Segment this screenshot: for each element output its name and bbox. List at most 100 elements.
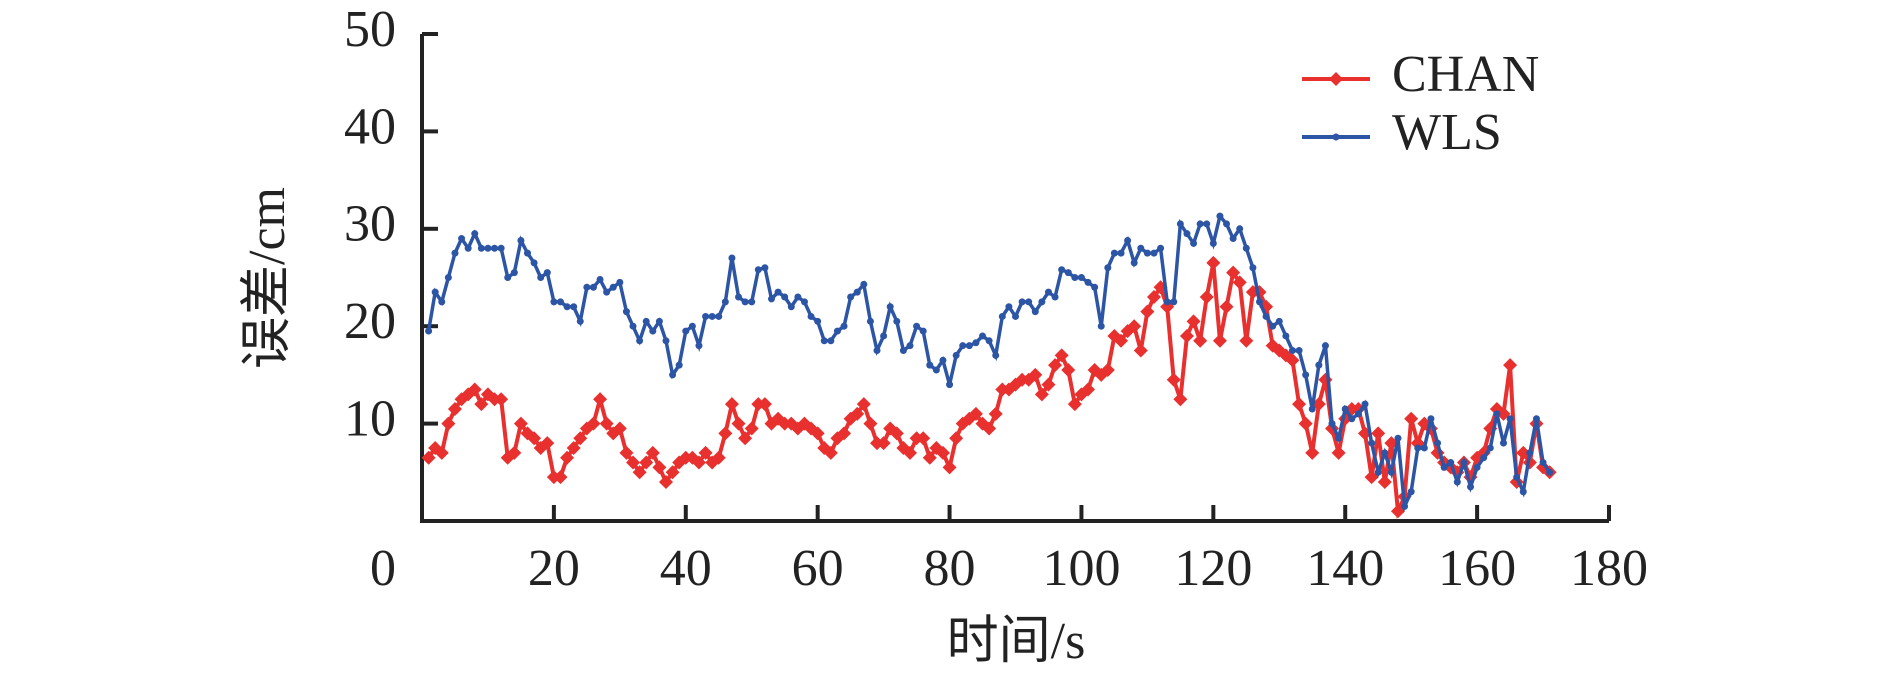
data-point: [735, 293, 743, 301]
data-point: [497, 244, 505, 252]
data-point: [1371, 426, 1386, 441]
data-point: [1292, 397, 1307, 412]
data-point: [946, 381, 954, 389]
data-point: [959, 342, 967, 350]
data-point: [622, 308, 630, 316]
data-point: [731, 416, 746, 431]
data-point: [1321, 342, 1329, 350]
data-point: [833, 327, 841, 335]
legend-label: CHAN: [1392, 46, 1539, 103]
data-point: [1493, 410, 1501, 418]
data-point: [1133, 343, 1148, 358]
data-point: [1348, 415, 1356, 423]
data-point: [814, 317, 822, 325]
data-point: [566, 440, 581, 455]
data-point: [1137, 244, 1145, 252]
data-point: [527, 431, 542, 446]
data-point: [474, 397, 489, 412]
data-point: [1146, 289, 1161, 304]
x-tick-label: 120: [1174, 540, 1252, 597]
data-point: [1084, 278, 1092, 286]
data-point: [636, 337, 644, 345]
data-point: [540, 436, 555, 451]
data-point: [599, 416, 614, 431]
data-point: [1206, 255, 1221, 270]
data-point: [1216, 212, 1224, 220]
data-point: [1130, 259, 1138, 267]
data-point: [682, 327, 690, 335]
data-point: [1110, 249, 1118, 257]
data-point: [902, 445, 917, 460]
data-point: [1193, 333, 1208, 348]
data-point: [724, 397, 739, 412]
data-point: [1236, 225, 1244, 233]
data-point: [1361, 400, 1369, 408]
data-point: [586, 416, 601, 431]
data-point: [1262, 312, 1270, 320]
data-point: [675, 361, 683, 369]
data-point: [913, 322, 921, 330]
data-point: [1341, 405, 1349, 413]
data-point: [741, 298, 749, 306]
data-point: [866, 317, 874, 325]
data-point: [517, 236, 525, 244]
data-point: [748, 298, 756, 306]
data-point: [1097, 322, 1105, 330]
data-point: [1232, 275, 1247, 290]
data-point: [774, 288, 782, 296]
y-tick-label: 20: [344, 293, 396, 350]
data-point: [1229, 235, 1237, 243]
data-point: [702, 312, 710, 320]
data-point: [1031, 308, 1039, 316]
data-point: [1532, 415, 1540, 423]
data-point: [1044, 288, 1052, 296]
data-point: [464, 244, 472, 252]
data-point: [708, 312, 716, 320]
data-point: [721, 298, 729, 306]
series-line: [426, 262, 1551, 519]
series-line: [426, 212, 1552, 514]
data-point: [1081, 382, 1096, 397]
data-point: [484, 244, 492, 252]
data-point: [1381, 449, 1389, 457]
data-point: [1242, 244, 1250, 252]
data-point: [794, 293, 802, 301]
data-point: [612, 421, 627, 436]
data-point: [698, 445, 713, 460]
data-point: [556, 298, 564, 306]
data-point: [1025, 298, 1033, 306]
legend-label: WLS: [1392, 104, 1502, 161]
data-point: [471, 230, 479, 238]
data-point: [1018, 298, 1026, 306]
data-point: [589, 283, 597, 291]
data-point: [810, 426, 825, 441]
y-axis-label: 误差/cm: [239, 187, 296, 369]
data-point: [1176, 220, 1184, 228]
data-point: [1183, 230, 1191, 238]
data-point: [922, 450, 937, 465]
data-point: [491, 244, 499, 252]
data-point: [1288, 347, 1296, 355]
x-tick-label: 60: [792, 540, 844, 597]
data-point: [1269, 322, 1277, 330]
x-tick-label: 0: [370, 540, 396, 597]
data-point: [1064, 269, 1072, 277]
data-point: [639, 455, 654, 470]
data-point: [1143, 249, 1151, 257]
data-point: [998, 312, 1006, 320]
data-point: [632, 465, 647, 480]
data-point: [1034, 387, 1049, 402]
data-point: [1374, 468, 1382, 476]
data-point: [649, 327, 657, 335]
data-point: [711, 450, 726, 465]
data-point: [1368, 439, 1376, 447]
data-point: [1179, 328, 1194, 343]
data-point: [1173, 392, 1188, 407]
data-point: [695, 342, 703, 350]
data-point: [530, 259, 538, 267]
data-point: [1157, 244, 1165, 252]
data-point: [800, 298, 808, 306]
x-tick-label: 140: [1306, 540, 1384, 597]
data-point: [965, 342, 973, 350]
data-point: [876, 436, 891, 451]
